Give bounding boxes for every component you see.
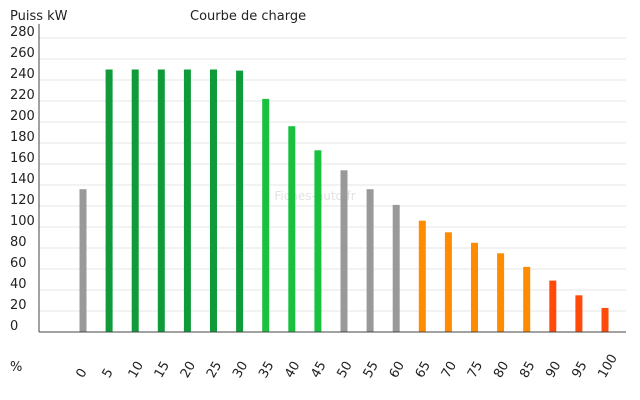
y-tick-label: 0 xyxy=(10,319,18,334)
bar-0 xyxy=(79,189,87,332)
x-tick-label: 65 xyxy=(413,359,434,381)
y-tick-label: 240 xyxy=(10,67,35,82)
bar-95 xyxy=(575,295,583,333)
x-tick-label: 10 xyxy=(126,359,147,381)
x-tick-label: 45 xyxy=(308,359,329,381)
chart-title: Courbe de charge xyxy=(190,9,306,24)
bar-85 xyxy=(523,266,531,332)
bar-5 xyxy=(105,69,113,332)
x-tick-label: 75 xyxy=(465,359,486,381)
x-tick-label: 35 xyxy=(256,359,277,381)
bar-75 xyxy=(471,242,478,333)
x-tick-label: 0 xyxy=(73,366,90,381)
bar-45 xyxy=(314,150,322,332)
y-tick-label: 100 xyxy=(10,214,35,229)
x-tick-label: 55 xyxy=(361,359,382,381)
y-tick-label: 280 xyxy=(10,25,35,40)
bar-20 xyxy=(183,69,191,332)
x-tick-label: 15 xyxy=(152,359,173,381)
y-tick-label: 260 xyxy=(10,46,35,61)
x-tick-label: 40 xyxy=(282,359,303,381)
x-tick-label: 80 xyxy=(491,359,512,381)
x-tick-label: 85 xyxy=(517,359,538,381)
x-tick-label: 25 xyxy=(204,359,225,381)
y-tick-label: 140 xyxy=(10,172,35,187)
y-tick-label: 120 xyxy=(10,193,35,208)
x-tick-label: 30 xyxy=(230,359,251,381)
y-tick-label: 180 xyxy=(10,130,35,145)
y-tick-label: 80 xyxy=(10,235,27,250)
x-tick-label: 50 xyxy=(334,359,355,381)
bar-15 xyxy=(157,69,165,332)
grid-lines xyxy=(39,37,626,312)
y-axis-title: Puiss kW xyxy=(10,9,68,24)
bar-80 xyxy=(497,253,505,333)
x-tick-label: 20 xyxy=(178,359,199,381)
bar-60 xyxy=(392,204,400,332)
bar-10 xyxy=(131,69,139,332)
y-tick-label: 60 xyxy=(10,256,27,271)
bar-100 xyxy=(601,307,609,332)
bar-90 xyxy=(549,280,557,332)
y-tick-label: 160 xyxy=(10,151,35,166)
bar-30 xyxy=(236,70,244,332)
x-tick-labels: 0 5 10 15 20 25 30 35 40 45 50 55 60 65 70 75 80 85 90 95 10… xyxy=(73,352,620,381)
y-tick-label: 40 xyxy=(10,277,27,292)
bar-40 xyxy=(288,126,296,332)
x-tick-label: 95 xyxy=(569,359,590,381)
x-tick-label: 5 xyxy=(100,366,117,381)
y-tick-label: 220 xyxy=(10,88,35,103)
y-tick-label: 20 xyxy=(10,298,27,313)
bars xyxy=(79,69,609,333)
y-tick-label: 200 xyxy=(10,109,35,124)
y-tick-labels: 0 20 40 60 80 100 120 140 160 180 200 220 240 260 280 xyxy=(10,25,35,334)
bar-65 xyxy=(418,220,426,332)
x-axis-title: % xyxy=(10,360,22,375)
bar-70 xyxy=(444,232,452,333)
bar-55 xyxy=(366,189,374,332)
bar-50 xyxy=(340,170,348,332)
x-tick-label: 60 xyxy=(387,359,408,381)
x-tick-label: 100 xyxy=(595,352,620,381)
x-tick-label: 70 xyxy=(439,359,460,381)
x-tick-label: 90 xyxy=(543,359,564,381)
bar-25 xyxy=(210,69,217,332)
bar-35 xyxy=(262,98,270,333)
